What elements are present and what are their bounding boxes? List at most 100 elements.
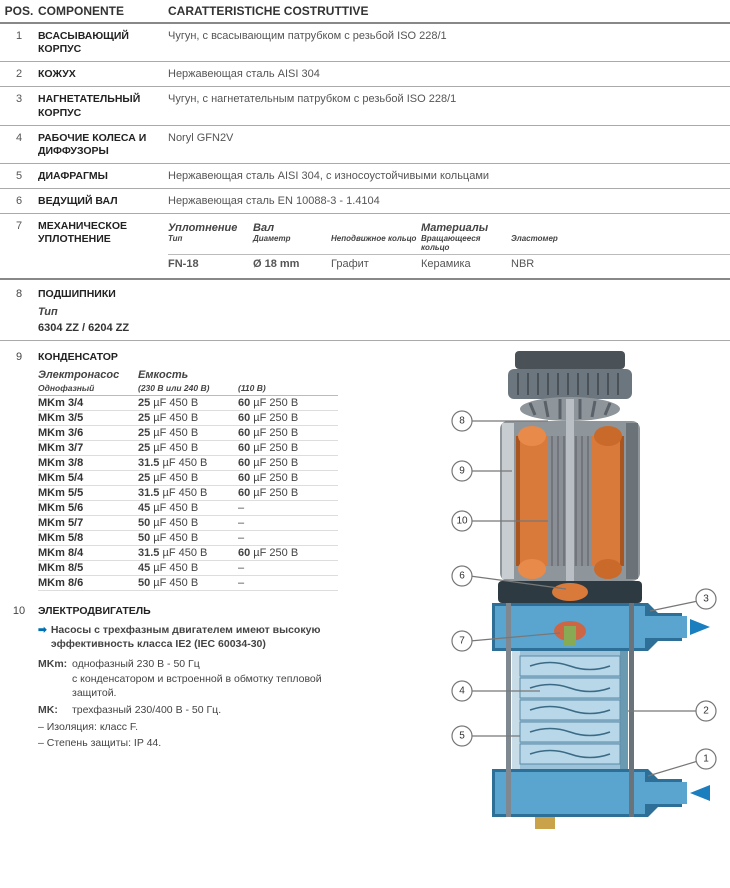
row-desc: Noryl GFN2V (168, 132, 730, 144)
svg-text:10: 10 (456, 516, 468, 527)
header-caratteristiche: CARATTERISTICHE COSTRUTTIVE (168, 4, 730, 18)
cap-230v: 25 µF 450 B (138, 472, 238, 484)
component-row: 2КОЖУХНержавеющая сталь AISI 304 (0, 62, 730, 87)
cap-model: MKm 8/6 (38, 577, 138, 589)
cap-110v: – (238, 517, 338, 529)
capacitor-row: MKm 3/525 µF 450 B60 µF 250 B (38, 411, 338, 426)
capacitor-row: MKm 5/750 µF 450 B– (38, 516, 338, 531)
cap-model: MKm 3/5 (38, 412, 138, 424)
sec10-prot: – Степень защиты: IP 44. (38, 736, 338, 750)
sec8-title: ПОДШИПНИКИ (38, 288, 116, 300)
header-componente: COMPONENTE (38, 4, 168, 18)
capacitor-row: MKm 8/650 µF 450 B– (38, 576, 338, 591)
cap-model: MKm 5/4 (38, 472, 138, 484)
capacitor-row: MKm 5/425 µF 450 B60 µF 250 B (38, 471, 338, 486)
sec10-mk-text: трехфазный 230/400 В - 50 Гц. (72, 703, 221, 717)
cap-230v: 45 µF 450 B (138, 502, 238, 514)
capacitor-table: Электронасос Емкость Однофазный (230 В и… (38, 369, 338, 591)
cap-230v: 25 µF 450 B (138, 442, 238, 454)
row-name: РАБОЧИЕ КОЛЕСА и ДИФФУЗОРЫ (38, 132, 168, 158)
row-name: ВЕДУЩИЙ ВАЛ (38, 195, 168, 208)
row-desc: Нержавеющая сталь EN 10088-3 - 1.4104 (168, 195, 730, 207)
sec9-pos: 9 (0, 351, 38, 363)
header-pos: POS. (0, 4, 38, 18)
cap-h1b: Емкость (138, 369, 338, 381)
row-name: КОЖУХ (38, 68, 168, 81)
cap-110v: 60 µF 250 B (238, 397, 338, 409)
row-desc: Нержавеющая сталь AISI 304 (168, 68, 730, 80)
cap-h2c: (110 В) (238, 383, 338, 393)
cap-model: MKm 3/8 (38, 457, 138, 469)
cap-230v: 50 µF 450 B (138, 577, 238, 589)
cap-model: MKm 3/7 (38, 442, 138, 454)
seal-d-c: Графит (331, 258, 421, 270)
cap-h1a: Электронасос (38, 369, 138, 381)
section-motor: 10 ЭЛЕКТРОДВИГАТЕЛЬ ➡ Насосы с трехфазны… (0, 605, 360, 750)
cap-110v: 60 µF 250 B (238, 457, 338, 469)
row-pos: 3 (0, 93, 38, 105)
row-name: ВСАСЫВАЮЩИЙ КОРПУС (38, 30, 168, 56)
row-pos: 2 (0, 68, 38, 80)
cap-model: MKm 8/4 (38, 547, 138, 559)
row-desc: Чугун, с нагнетательным патрубком с резь… (168, 93, 730, 105)
sec8-val: 6304 ZZ / 6204 ZZ (38, 322, 730, 334)
capacitor-row: MKm 8/431.5 µF 450 B60 µF 250 B (38, 546, 338, 561)
cap-model: MKm 3/6 (38, 427, 138, 439)
cap-230v: 50 µF 450 B (138, 517, 238, 529)
capacitor-row: MKm 3/831.5 µF 450 B60 µF 250 B (38, 456, 338, 471)
row-name: НАГНЕТАТЕЛЬНЫЙ КОРПУС (38, 93, 168, 119)
svg-text:8: 8 (459, 416, 465, 427)
cap-110v: – (238, 562, 338, 574)
cap-110v: – (238, 532, 338, 544)
cap-230v: 25 µF 450 B (138, 397, 238, 409)
cap-230v: 25 µF 450 B (138, 427, 238, 439)
sec10-pos: 10 (0, 605, 38, 617)
cap-model: MKm 5/7 (38, 517, 138, 529)
seal-h1-c: Материалы (421, 222, 511, 234)
sec10-title: ЭЛЕКТРОДВИГАТЕЛЬ (38, 605, 151, 617)
cap-230v: 45 µF 450 B (138, 562, 238, 574)
seal-h2-e: Эластомер (511, 234, 581, 252)
row-desc: Нержавеющая сталь AISI 304, с износоусто… (168, 170, 730, 182)
cap-230v: 31.5 µF 450 B (138, 487, 238, 499)
svg-text:4: 4 (459, 686, 465, 697)
cap-model: MKm 5/5 (38, 487, 138, 499)
cap-110v: – (238, 577, 338, 589)
capacitor-row: MKm 3/625 µF 450 B60 µF 250 B (38, 426, 338, 441)
seal-spacer (331, 222, 421, 234)
svg-text:2: 2 (703, 706, 709, 717)
seal-h2-b: Диаметр (253, 234, 331, 252)
capacitor-row: MKm 3/425 µF 450 B60 µF 250 B (38, 396, 338, 411)
component-row: 6ВЕДУЩИЙ ВАЛНержавеющая сталь EN 10088-3… (0, 189, 730, 214)
row-desc: Чугун, с всасывающим патрубком с резьбой… (168, 30, 730, 42)
row-pos: 5 (0, 170, 38, 182)
svg-text:3: 3 (703, 594, 709, 605)
sec9-title: КОНДЕНСАТОР (38, 351, 118, 363)
component-row: 4РАБОЧИЕ КОЛЕСА и ДИФФУЗОРЫNoryl GFN2V (0, 126, 730, 164)
capacitor-row: MKm 3/725 µF 450 B60 µF 250 B (38, 441, 338, 456)
svg-text:7: 7 (459, 636, 465, 647)
capacitor-row: MKm 5/850 µF 450 B– (38, 531, 338, 546)
sec10-mkm-label: MKm: (38, 657, 72, 700)
cap-230v: 50 µF 450 B (138, 532, 238, 544)
cap-230v: 31.5 µF 450 B (138, 457, 238, 469)
component-row-7: 7 МЕХАНИЧЕСКОЕ УПЛОТНЕНИЕ Уплотнение Вал… (0, 214, 730, 280)
sec8-pos: 8 (0, 288, 38, 300)
component-row: 5ДИАФРАГМЫНержавеющая сталь AISI 304, с … (0, 164, 730, 189)
cap-110v: – (238, 502, 338, 514)
sec10-iso: – Изоляция: класс F. (38, 720, 338, 734)
cap-h2b: (230 В или 240 В) (138, 383, 238, 393)
cap-h2a: Однофазный (38, 383, 138, 393)
seal-h1-b: Вал (253, 222, 331, 234)
svg-text:9: 9 (459, 466, 465, 477)
row-name: ДИАФРАГМЫ (38, 170, 168, 183)
row-pos: 6 (0, 195, 38, 207)
seal-subtable: Уплотнение Вал Материалы Тип Диаметр Неп… (168, 222, 730, 270)
component-row: 3НАГНЕТАТЕЛЬНЫЙ КОРПУСЧугун, с нагнетате… (0, 87, 730, 125)
svg-text:6: 6 (459, 571, 465, 582)
sec10-mkm-text: однофазный 230 В - 50 Гц с конденсатором… (72, 657, 338, 700)
sec8-sub: Тип (38, 306, 730, 318)
cap-model: MKm 3/4 (38, 397, 138, 409)
cap-230v: 25 µF 450 B (138, 412, 238, 424)
cap-model: MKm 8/5 (38, 562, 138, 574)
